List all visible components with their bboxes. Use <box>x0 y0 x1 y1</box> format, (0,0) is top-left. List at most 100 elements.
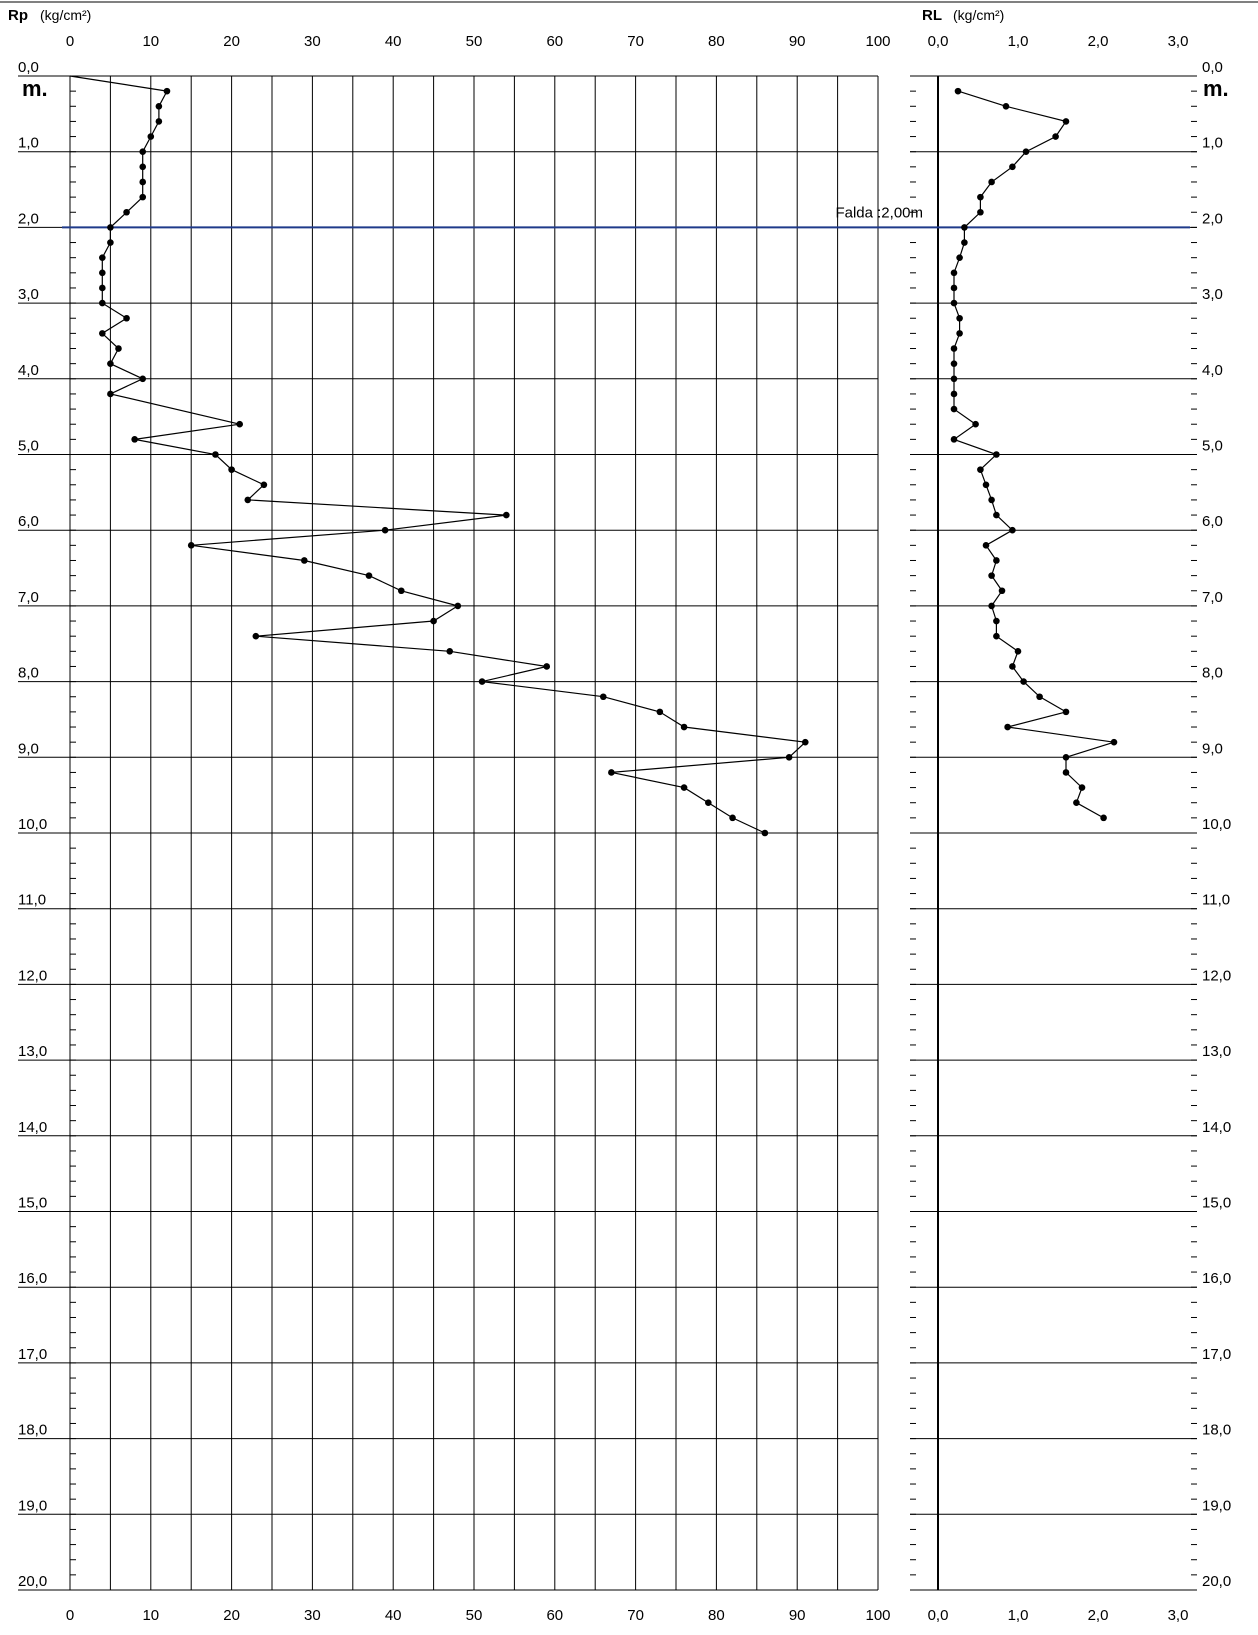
rl-data-point <box>988 602 995 610</box>
rp-data-point <box>139 375 147 383</box>
rl-data-point <box>993 632 1000 640</box>
rl-data-point <box>1022 148 1030 155</box>
right-top-x-tick-label: 0,0 <box>928 33 949 50</box>
rl-data-point <box>1062 708 1070 716</box>
rp-data-point <box>397 587 405 595</box>
rp-data-point <box>187 542 195 549</box>
left-unit-label: (kg/cm²) <box>40 7 91 23</box>
left-bottom-x-tick-label: 30 <box>304 1607 321 1624</box>
rp-data-point <box>155 102 163 110</box>
right-depth-label: 17,0 <box>1202 1346 1231 1363</box>
right-depth-label: 1,0 <box>1202 135 1223 152</box>
left-top-x-tick-label: 50 <box>466 33 483 50</box>
left-depth-label: 14,0 <box>18 1119 47 1136</box>
rp-data-point <box>155 118 163 125</box>
rp-data-point <box>131 436 138 443</box>
right-depth-label: 6,0 <box>1202 513 1223 530</box>
rl-data-point <box>956 254 963 261</box>
right-depth-label: 3,0 <box>1202 286 1223 303</box>
left-top-x-tick-label: 100 <box>865 33 890 50</box>
rp-data-point <box>228 466 235 473</box>
rp-data-point <box>252 632 260 640</box>
left-depth-label: 11,0 <box>18 892 46 909</box>
right-top-x-tick-label: 1,0 <box>1008 33 1029 50</box>
left-depth-label: 4,0 <box>18 362 39 379</box>
rp-data-point <box>212 451 219 458</box>
left-top-x-tick-label: 30 <box>304 33 321 50</box>
rp-data-point <box>503 511 510 519</box>
left-depth-label: 6,0 <box>18 513 39 530</box>
left-depth-label: 13,0 <box>18 1043 47 1060</box>
rl-data-point <box>950 375 958 383</box>
rl-data-point <box>950 360 958 367</box>
rp-data-point <box>99 284 106 292</box>
right-depth-label: 7,0 <box>1202 589 1223 606</box>
right-depth-label: 4,0 <box>1202 362 1223 379</box>
rp-data-point <box>785 754 793 761</box>
rl-data-point <box>956 330 963 337</box>
rp-data-point <box>543 663 551 670</box>
left-depth-label: 2,0 <box>18 210 39 227</box>
left-param-label: Rp <box>8 7 28 24</box>
rp-data-point <box>99 269 106 277</box>
rp-data-point <box>446 648 454 655</box>
rp-data-point <box>99 299 106 307</box>
rp-data-point <box>656 708 664 716</box>
right-bottom-x-tick-label: 3,0 <box>1168 1607 1189 1624</box>
rl-data-point <box>961 239 968 246</box>
rl-data-point <box>982 481 990 489</box>
right-bottom-x-tick-label: 1,0 <box>1008 1607 1029 1624</box>
rl-data-point <box>950 269 958 277</box>
right-param-label: RL <box>922 7 942 24</box>
rp-data-point <box>163 87 171 95</box>
right-depth-label: 10,0 <box>1202 816 1231 833</box>
right-depth-label: 9,0 <box>1202 740 1223 757</box>
rl-data-point <box>1078 784 1086 791</box>
right-bottom-x-tick-label: 0,0 <box>928 1607 949 1624</box>
rl-data-point <box>993 557 1000 564</box>
rp-data-point <box>381 526 389 534</box>
rl-data-point <box>1002 102 1010 110</box>
left-bottom-x-tick-label: 0 <box>66 1607 74 1624</box>
rl-data-point <box>1009 526 1016 534</box>
rl-data-point <box>988 178 995 186</box>
rl-data-point <box>1062 754 1070 761</box>
rp-data-point <box>139 178 147 186</box>
left-depth-label: 16,0 <box>18 1270 47 1287</box>
rl-data-point <box>954 87 962 95</box>
right-depth-label: 15,0 <box>1202 1195 1231 1212</box>
left-top-x-tick-label: 80 <box>708 33 725 50</box>
right-depth-label: 0,0 <box>1202 59 1223 76</box>
rp-data-point <box>139 163 147 171</box>
rp-data-point <box>139 148 147 155</box>
water-table-label: Falda :2,00m <box>835 204 923 221</box>
rl-data-point <box>1009 663 1016 670</box>
rl-data-point <box>950 284 958 292</box>
rl-data-point <box>993 617 1000 625</box>
right-depth-label: 14,0 <box>1202 1119 1231 1136</box>
rl-data-point <box>993 511 1000 519</box>
right-depth-label: 20,0 <box>1202 1573 1231 1590</box>
rp-series-line <box>69 75 807 834</box>
left-depth-label: 9,0 <box>18 740 39 757</box>
left-depth-label: 3,0 <box>18 286 39 303</box>
right-depth-label: 13,0 <box>1202 1043 1231 1060</box>
rl-data-point <box>1004 723 1011 731</box>
rp-data-point <box>599 693 607 701</box>
right-top-x-tick-label: 3,0 <box>1168 33 1189 50</box>
left-top-x-tick-label: 90 <box>789 33 806 50</box>
right-depth-label: 5,0 <box>1202 438 1223 455</box>
right-depth-label: 18,0 <box>1202 1422 1231 1439</box>
rl-data-point <box>993 451 1000 458</box>
left-top-x-tick-label: 20 <box>223 33 240 50</box>
rp-data-point <box>107 239 114 246</box>
rp-data-point <box>454 602 462 610</box>
left-depth-label: 8,0 <box>18 665 39 682</box>
rl-data-point <box>1009 163 1016 171</box>
rl-data-point <box>1020 678 1027 685</box>
rp-data-point <box>107 390 114 398</box>
right-depth-label: 16,0 <box>1202 1270 1231 1287</box>
rp-data-point <box>139 193 147 201</box>
right-bottom-x-tick-label: 2,0 <box>1088 1607 1109 1624</box>
